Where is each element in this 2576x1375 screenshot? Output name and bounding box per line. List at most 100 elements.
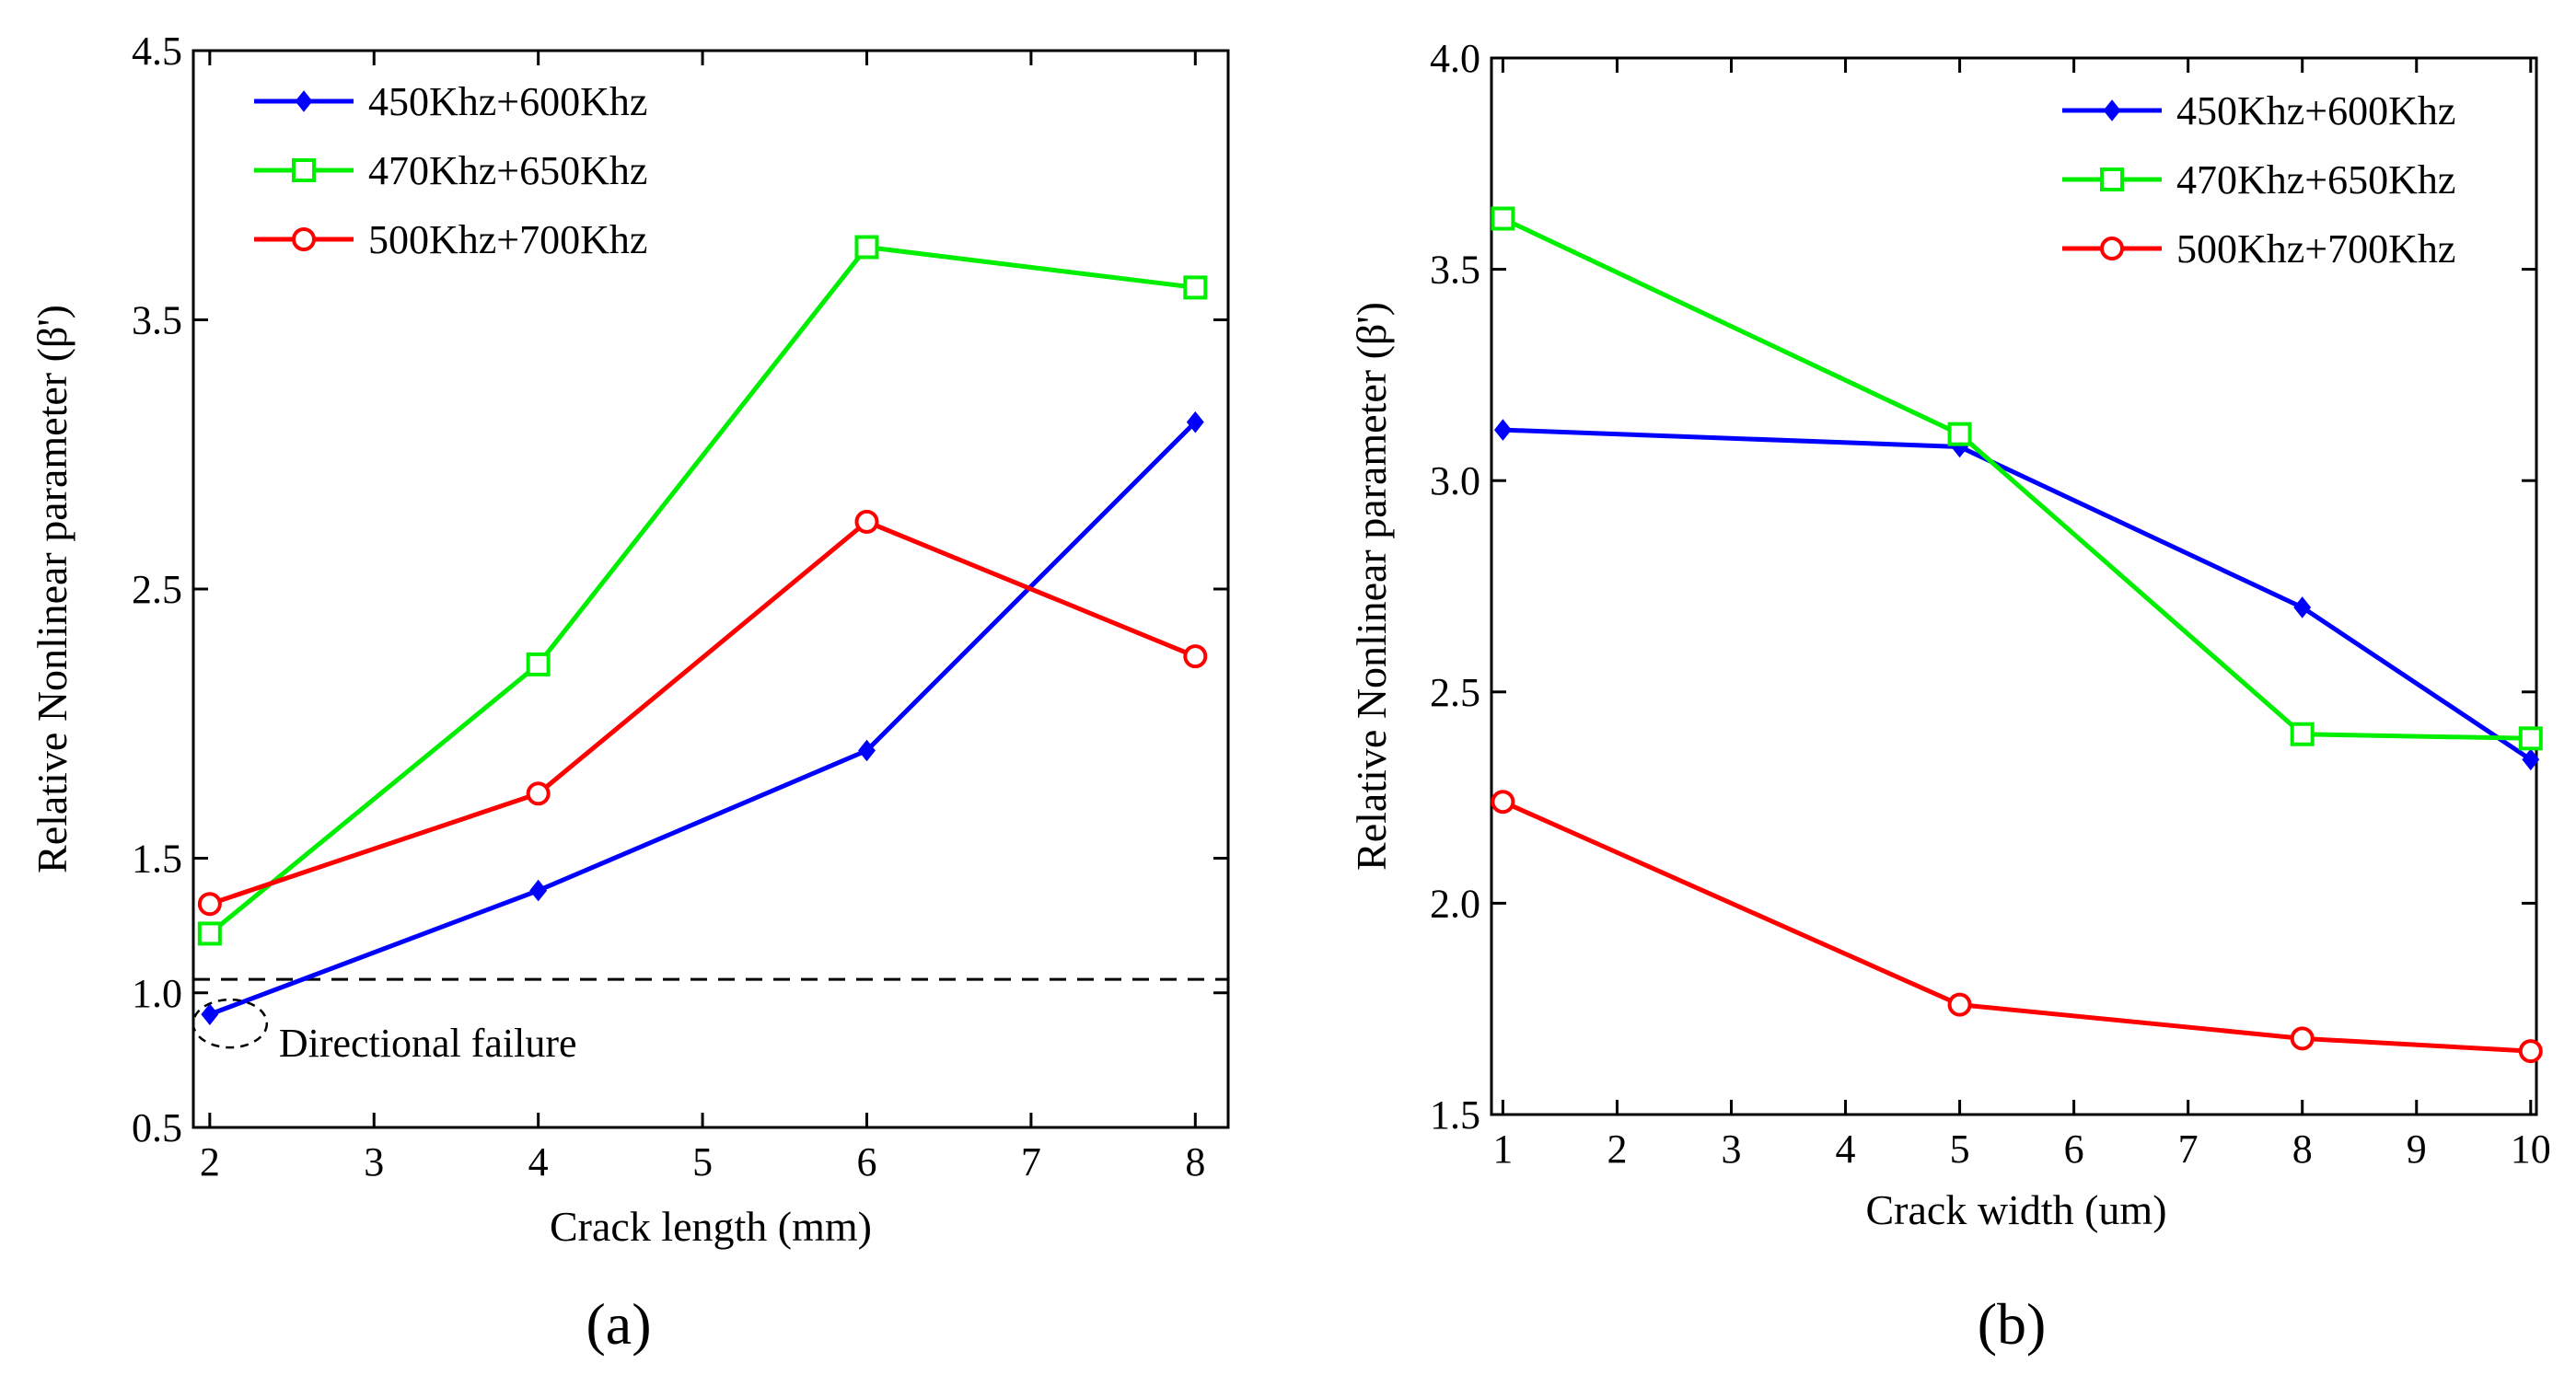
data-point xyxy=(854,235,879,260)
x-tick-label: 3 xyxy=(1721,1127,1741,1172)
panel-b-y-axis-label: Relative Nonlinear parameter (β') xyxy=(1348,302,1395,871)
x-tick-label: 3 xyxy=(364,1139,384,1184)
series-line xyxy=(209,519,1197,907)
data-point xyxy=(1183,275,1208,300)
data-point xyxy=(1947,422,1972,446)
panel-a-chart: 2 3 4 5 6 7 8 0.5 1.0 1.5 2.5 3.5 4.5 Directional fa… xyxy=(29,29,1230,1357)
y-tick-label: 3.5 xyxy=(1430,248,1480,293)
data-point xyxy=(858,739,876,762)
panel-b-series xyxy=(1491,206,2543,1064)
panel-a-label: (a) xyxy=(586,1291,651,1357)
panel-a-y-axis-label: Relative Nonlinear parameter (β') xyxy=(29,305,75,873)
y-tick-label: 3.5 xyxy=(132,298,182,343)
series-500Khz+700Khz xyxy=(197,509,1208,917)
panel-b-label: (b) xyxy=(1978,1291,2047,1357)
legend-label: 470Khz+650Khz xyxy=(368,148,647,193)
panel-a-series xyxy=(197,235,1208,1025)
series-line xyxy=(1502,799,2531,1054)
legend-item: 470Khz+650Khz xyxy=(254,148,647,193)
legend-marker xyxy=(2100,237,2124,260)
data-point xyxy=(2522,748,2540,771)
data-point xyxy=(201,1003,219,1025)
panel-b-chart: 1 2 3 4 5 6 7 8 9 10 1.5 2.0 2.5 3.0 3.5 4.0 450Khz+600… xyxy=(1348,36,2551,1357)
data-point xyxy=(197,921,222,946)
y-tick-label: 1.5 xyxy=(132,837,182,882)
x-tick-label: 6 xyxy=(856,1139,876,1184)
x-tick-label: 7 xyxy=(2178,1127,2199,1172)
x-tick-label: 5 xyxy=(1950,1127,1970,1172)
x-tick-label: 8 xyxy=(2292,1127,2313,1172)
y-tick-label: 4.0 xyxy=(1430,36,1480,81)
legend-marker xyxy=(292,227,316,251)
panel-b-plot-frame xyxy=(1490,56,2538,1116)
data-point xyxy=(1186,410,1204,433)
data-point xyxy=(2290,1026,2315,1051)
data-point xyxy=(2518,726,2543,751)
y-tick-label: 2.5 xyxy=(1430,670,1480,715)
legend-label: 450Khz+600Khz xyxy=(368,79,647,124)
legend-marker xyxy=(292,158,316,182)
x-tick-label: 1 xyxy=(1492,1127,1513,1172)
x-tick-label: 4 xyxy=(528,1139,549,1184)
series-450Khz+600Khz xyxy=(1493,419,2540,771)
series-450Khz+600Khz xyxy=(201,410,1204,1025)
legend-item: 450Khz+600Khz xyxy=(2062,88,2455,133)
y-tick-label: 1.0 xyxy=(132,971,182,1016)
panel-a-annotation-ellipse xyxy=(191,998,269,1049)
x-tick-label: 8 xyxy=(1185,1139,1205,1184)
y-tick-label: 2.5 xyxy=(132,567,182,612)
series-line xyxy=(1502,216,2531,741)
y-tick-label: 0.5 xyxy=(132,1105,182,1150)
panel-a-plot-frame xyxy=(191,49,1230,1129)
panel-b-legend: 450Khz+600Khz 470Khz+650Khz 500Khz+700Khz xyxy=(2062,88,2455,272)
data-point xyxy=(2293,596,2312,618)
y-tick-label: 2.0 xyxy=(1430,881,1480,926)
panel-a-legend: 450Khz+600Khz 470Khz+650Khz 500Khz+700Khz xyxy=(254,79,647,262)
legend-marker xyxy=(2103,99,2121,121)
legend-label: 500Khz+700Khz xyxy=(368,217,647,262)
panel-a-annotation-text: Directional failure xyxy=(279,1021,577,1066)
legend-item: 500Khz+700Khz xyxy=(254,217,647,262)
legend-item: 450Khz+600Khz xyxy=(254,79,647,124)
panel-a-x-axis-label: Crack length (mm) xyxy=(550,1203,872,1250)
data-point xyxy=(529,879,548,902)
series-line xyxy=(208,420,1198,1017)
series-line xyxy=(1503,427,2533,762)
panel-b-ticks: 1 2 3 4 5 6 7 8 9 10 1.5 2.0 2.5 3.0 3.5 4.0 xyxy=(1430,36,2551,1172)
y-tick-label: 1.5 xyxy=(1430,1092,1480,1138)
legend-item: 470Khz+650Khz xyxy=(2062,157,2455,202)
data-point xyxy=(2290,722,2315,746)
x-tick-label: 10 xyxy=(2511,1127,2551,1172)
x-tick-label: 6 xyxy=(2064,1127,2084,1172)
data-point xyxy=(1493,419,1512,441)
x-tick-label: 9 xyxy=(2407,1127,2427,1172)
x-tick-label: 5 xyxy=(692,1139,713,1184)
data-point xyxy=(1183,644,1208,669)
series-500Khz+700Khz xyxy=(1491,790,2543,1064)
series-line xyxy=(208,245,1196,936)
y-tick-label: 3.0 xyxy=(1430,458,1480,503)
data-point xyxy=(197,892,222,917)
x-tick-label: 2 xyxy=(200,1139,220,1184)
x-tick-label: 7 xyxy=(1021,1139,1041,1184)
series-470Khz+650Khz xyxy=(197,235,1208,946)
panel-a-ticks: 2 3 4 5 6 7 8 0.5 1.0 1.5 2.5 3.5 4.5 xyxy=(132,29,1228,1184)
series-470Khz+650Khz xyxy=(1491,206,2543,751)
data-point xyxy=(1491,790,1515,815)
data-point xyxy=(526,652,551,676)
legend-label: 450Khz+600Khz xyxy=(2176,88,2455,133)
legend-marker xyxy=(295,90,313,112)
legend-item: 500Khz+700Khz xyxy=(2062,226,2455,272)
y-tick-label: 4.5 xyxy=(132,29,182,74)
data-point xyxy=(2518,1039,2543,1064)
data-point xyxy=(1491,206,1515,231)
legend-marker xyxy=(2100,168,2124,191)
x-tick-label: 4 xyxy=(1836,1127,1856,1172)
data-point xyxy=(1947,992,1972,1017)
data-point xyxy=(526,781,551,806)
x-tick-label: 2 xyxy=(1607,1127,1627,1172)
data-point xyxy=(854,509,879,534)
legend-label: 500Khz+700Khz xyxy=(2176,226,2455,272)
legend-label: 470Khz+650Khz xyxy=(2176,157,2455,202)
panel-b-x-axis-label: Crack width (um) xyxy=(1865,1186,2166,1233)
